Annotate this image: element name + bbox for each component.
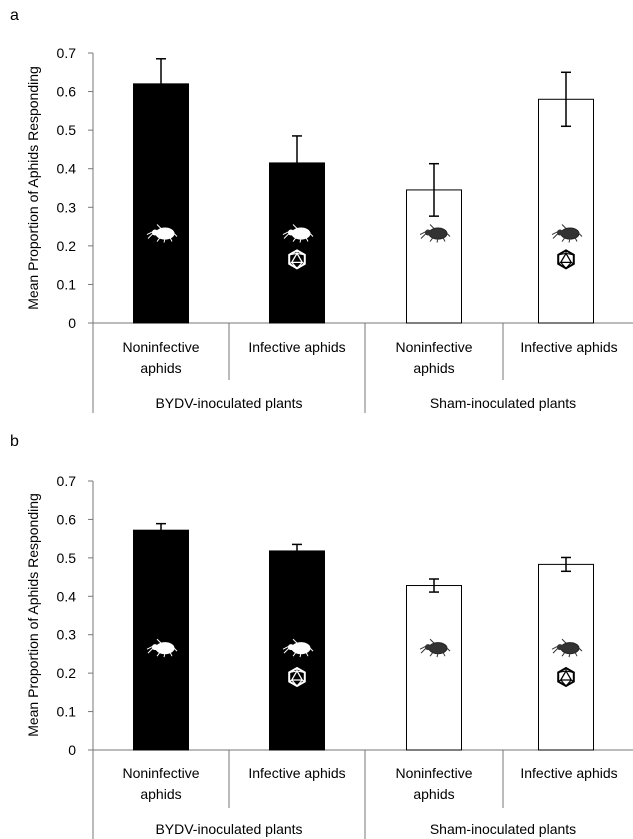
category-label: Noninfective aphids (122, 765, 199, 802)
virus-edges (288, 667, 306, 687)
y-tick-label: 0.6 (57, 511, 77, 527)
aphid-head (557, 229, 563, 236)
virus-icon (288, 666, 306, 688)
bar (133, 529, 189, 751)
y-tick-label: 0.5 (57, 122, 77, 138)
aphid-legs (419, 638, 451, 658)
bar (133, 83, 189, 324)
category-label: Infective aphids (520, 765, 617, 781)
aphid-head (557, 644, 563, 651)
aphid-body (291, 227, 311, 240)
aphid-icon (419, 224, 451, 243)
category-label: Noninfective aphids (122, 339, 199, 376)
bar (406, 585, 462, 751)
bar (269, 162, 325, 324)
virus-icon (557, 666, 575, 688)
aphid-body (560, 227, 580, 240)
panel-label: b (10, 433, 19, 450)
error-bar (292, 543, 302, 551)
virus-edges (288, 250, 306, 269)
bar (538, 98, 594, 324)
group-label: Sham-inoculated plants (430, 395, 576, 411)
y-tick-label: 0.6 (57, 84, 77, 100)
y-tick-label: 0.4 (57, 588, 77, 604)
y-tick-label: 0.4 (57, 161, 77, 177)
aphid-legs (146, 224, 178, 243)
aphid-body (428, 642, 448, 655)
group-label: BYDV-inoculated plants (155, 821, 302, 837)
y-tick-label: 0.7 (57, 45, 77, 61)
aphid-icon (282, 224, 314, 243)
virus-edges (557, 667, 575, 687)
aphid-legs (551, 638, 583, 658)
chart-panel-a: a Mean Proportion of Aphids Responding 0 0.… (10, 7, 633, 413)
virus-facet (290, 252, 304, 264)
aphid-legs (282, 224, 314, 243)
aphid-icon (419, 638, 451, 658)
y-tick-label: 0.2 (57, 238, 77, 254)
error-bar (292, 135, 302, 163)
chart-panel-b: b Mean Proportion of Aphids Responding 0 0.… (10, 433, 633, 839)
aphid-legs (419, 224, 451, 243)
aphid-body (155, 227, 175, 240)
y-tick-label: 0.5 (57, 550, 77, 566)
aphid-legs (146, 638, 178, 658)
panel-label: a (10, 7, 19, 24)
virus-facet (290, 669, 304, 681)
y-tick-label: 0.2 (57, 665, 77, 681)
aphid-icon (146, 224, 178, 243)
aphid-head (152, 229, 158, 236)
aphid-icon (146, 638, 178, 658)
y-tick-label: 0 (68, 742, 76, 758)
error-bar (561, 71, 571, 128)
aphid-head (288, 229, 294, 236)
aphid-icon (551, 224, 583, 243)
group-label: Sham-inoculated plants (430, 821, 576, 837)
category-label: Noninfective aphids (395, 765, 472, 802)
y-axis-label: Mean Proportion of Aphids Responding (25, 66, 41, 310)
aphid-icon (551, 638, 583, 658)
y-axis-label: Mean Proportion of Aphids Responding (25, 493, 41, 737)
aphid-head (425, 644, 431, 651)
aphid-body (428, 227, 448, 240)
aphid-head (288, 644, 294, 651)
y-tick-label: 0.3 (57, 199, 77, 215)
aphid-head (425, 229, 431, 236)
aphid-body (560, 642, 580, 655)
aphid-head (152, 644, 158, 651)
y-tick-label: 0.7 (57, 473, 77, 489)
category-label: Infective aphids (248, 339, 345, 355)
error-bar (429, 162, 439, 217)
y-tick-label: 0 (68, 315, 76, 331)
y-tick-label: 0.1 (57, 704, 77, 720)
aphid-body (291, 642, 311, 655)
category-label: Infective aphids (248, 765, 345, 781)
category-label: Infective aphids (520, 339, 617, 355)
virus-edges (557, 250, 575, 269)
virus-icon (288, 249, 306, 270)
y-tick-label: 0.1 (57, 276, 77, 292)
virus-icon (557, 249, 575, 270)
bar (538, 563, 594, 751)
virus-facet (559, 252, 573, 264)
aphid-icon (282, 638, 314, 658)
error-bar (561, 556, 571, 573)
error-bar (156, 522, 166, 531)
group-label: BYDV-inoculated plants (155, 395, 302, 411)
virus-facet (559, 669, 573, 681)
y-tick-label: 0.3 (57, 627, 77, 643)
error-bar (429, 578, 439, 593)
category-label: Noninfective aphids (395, 339, 472, 376)
aphid-legs (551, 224, 583, 243)
aphid-body (155, 642, 175, 655)
error-bar (156, 58, 166, 84)
aphid-legs (282, 638, 314, 658)
